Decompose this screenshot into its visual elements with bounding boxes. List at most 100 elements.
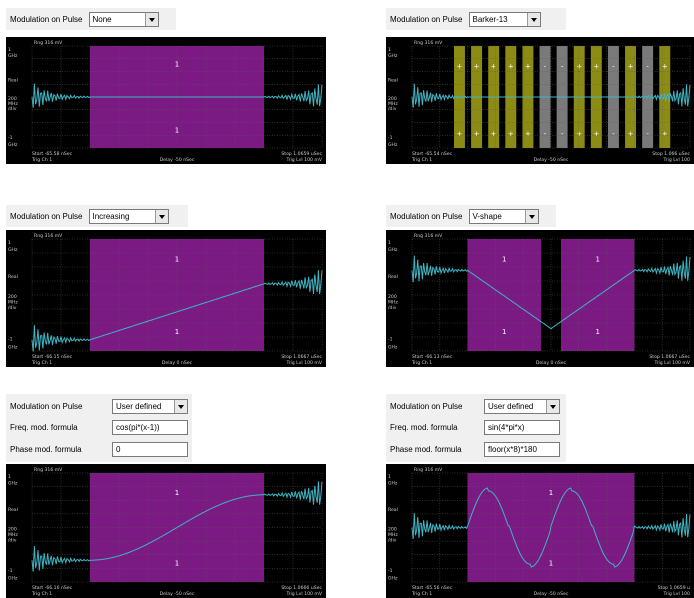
phase-row: Phase mod. formula floor(x*8)*180 — [390, 441, 560, 457]
modulation-control: Modulation on Pulse V-shape — [386, 205, 556, 227]
y-axis-label: 1 — [8, 47, 11, 53]
chip-sign-top: + — [457, 62, 463, 70]
phase-formula-input[interactable]: 0 — [112, 441, 188, 457]
chip-sign-top: + — [662, 62, 668, 70]
freq-label: Freq. mod. formula — [10, 423, 78, 433]
y-axis-label: /div — [8, 106, 17, 112]
modulation-select[interactable]: Increasing — [88, 208, 169, 224]
start-time-label: Start -66.13 nSec — [412, 354, 453, 360]
chip-sign-top: + — [628, 62, 634, 70]
start-time-label: Start -66.16 nSec — [32, 585, 73, 591]
trigger-level-label: Trig Lvl 100 — [663, 157, 691, 163]
channel-marker-bottom: 1 — [175, 328, 179, 336]
signal-trace — [411, 255, 691, 330]
chip-sign-bottom: + — [457, 130, 463, 138]
chevron-down-icon[interactable] — [144, 12, 158, 26]
chip-sign-bottom: - — [646, 130, 649, 138]
chip-sign-top: + — [508, 62, 514, 70]
y-axis-label: /div — [8, 305, 17, 311]
chip-sign-top: - — [646, 62, 649, 70]
stop-time-label: Stop 1.0667 uSec — [649, 354, 690, 360]
freq-formula-input[interactable]: cos(pi*(x-1)) — [112, 420, 188, 436]
chevron-down-icon[interactable] — [154, 209, 168, 223]
modulation-select-value: Increasing — [92, 211, 130, 221]
modulation-control: Modulation on Pulse User defined Freq. m… — [6, 394, 192, 462]
range-label: Rng 316 mV — [34, 40, 63, 46]
y-axis-label: GHz — [8, 142, 18, 148]
modulation-select[interactable]: User defined — [112, 399, 188, 415]
y-axis-label: GHz — [388, 142, 398, 148]
chevron-down-icon[interactable] — [546, 400, 559, 414]
y-axis-label: 200 — [388, 96, 397, 102]
chip-sign-top: + — [576, 62, 582, 70]
start-time-label: Start -65.56 nSec — [412, 585, 453, 591]
scope-display: 1 1 Rng 316 mV 1 GHz Real 200 MHz/div -1 GHz Start… — [6, 37, 326, 164]
y-axis-label: GHz — [8, 247, 18, 253]
chip-sign-bottom: + — [576, 130, 582, 138]
phase-formula-input[interactable]: floor(x*8)*180 — [484, 441, 560, 457]
y-axis-label: -1 — [8, 135, 13, 141]
chip-sign-top: - — [561, 62, 564, 70]
modulation-select[interactable]: User defined — [484, 399, 560, 415]
range-label: Rng 316 mV — [414, 467, 443, 473]
chip-sign-top: + — [525, 62, 531, 70]
chip-sign-top: + — [491, 62, 497, 70]
y-axis-label: -1 — [388, 337, 393, 343]
delay-label: Delay -50 nSec — [160, 157, 195, 163]
modulation-select[interactable]: None — [88, 11, 159, 27]
modulation-select-value: User defined — [116, 402, 162, 412]
start-time-label: Start -65.58 nSec — [32, 151, 73, 157]
y-axis-label: Real — [388, 274, 398, 280]
delay-label: Delay 0 nSec — [162, 360, 193, 366]
range-label: Rng 316 mV — [34, 233, 63, 239]
start-time-label: Start -66.15 nSec — [32, 354, 73, 360]
chevron-down-icon[interactable] — [174, 400, 187, 414]
y-axis-label: MHz — [8, 300, 18, 306]
phase-row: Phase mod. formula 0 — [10, 441, 188, 457]
delay-label: Delay -50 nSec — [534, 157, 569, 163]
y-axis-label: /div — [8, 537, 17, 543]
y-axis-label: MHz — [388, 532, 398, 538]
trigger-channel-label: Trig Ch 1 — [411, 591, 432, 597]
freq-row: Freq. mod. formula sin(4*pi*x) — [390, 420, 560, 436]
chevron-down-icon[interactable] — [524, 209, 538, 223]
modulation-select[interactable]: V-shape — [468, 208, 539, 224]
freq-row: Freq. mod. formula cos(pi*(x-1)) — [10, 420, 188, 436]
y-axis-label: GHz — [388, 247, 398, 253]
chip-sign-bottom: - — [561, 130, 564, 138]
range-label: Rng 316 mV — [414, 40, 443, 46]
channel-marker-top: 1 — [175, 489, 179, 497]
y-axis-label: -1 — [388, 568, 393, 574]
signal-trace — [411, 83, 691, 108]
scope-display: + + + + + + + + + + - - - - + + + + - - + + - - + + Rng 316 mV 1 GHz… — [386, 37, 694, 164]
y-axis-label: 1 — [388, 240, 391, 246]
channel-marker-bottom: 1 — [175, 560, 179, 568]
stop-time-label: Stop 1.0667 uSec — [281, 354, 322, 360]
chip-sign-bottom: - — [544, 130, 547, 138]
modulation-label: Modulation on Pulse — [10, 402, 83, 412]
modulation-control: Modulation on Pulse User defined Freq. m… — [386, 394, 566, 462]
y-axis-label: GHz — [388, 481, 398, 487]
modulation-select-value: V-shape — [472, 211, 502, 221]
delay-label: Delay -50 nSec — [534, 591, 569, 597]
freq-formula-input[interactable]: sin(4*pi*x) — [484, 420, 560, 436]
modulation-select[interactable]: Barker-13 — [468, 11, 541, 27]
modulation-row: Modulation on Pulse User defined — [390, 399, 560, 415]
modulation-select-value: Barker-13 — [472, 14, 508, 24]
y-axis-label: 200 — [8, 527, 17, 533]
delay-label: Delay 0 nSec — [536, 360, 567, 366]
y-axis-label: 200 — [8, 96, 17, 102]
chip-sign-top: - — [544, 62, 547, 70]
trigger-level-label: Trig Lvl 100 mV — [285, 591, 322, 597]
signal-trace — [411, 487, 691, 568]
trigger-channel-label: Trig Ch 1 — [411, 157, 432, 163]
chip-sign-bottom: + — [474, 130, 480, 138]
chevron-down-icon[interactable] — [526, 12, 540, 26]
modulation-select-value: User defined — [488, 402, 534, 412]
chip-sign-bottom: + — [508, 130, 514, 138]
freq-label: Freq. mod. formula — [390, 423, 458, 433]
phase-label: Phase mod. formula — [10, 444, 82, 454]
